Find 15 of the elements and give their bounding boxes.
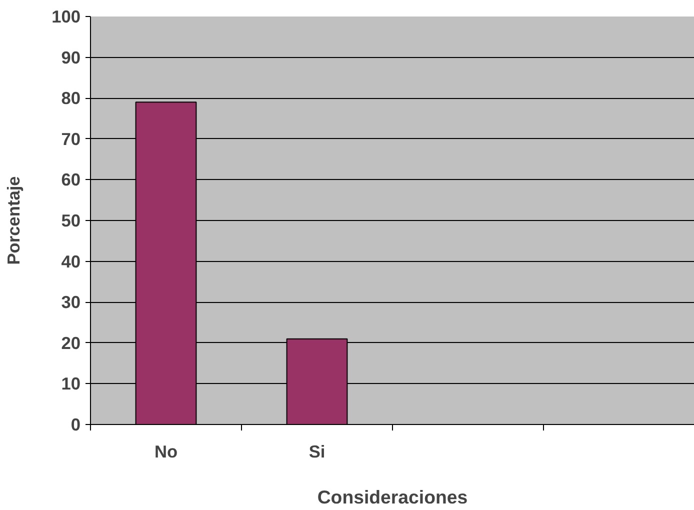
y-tick-label: 80 (61, 88, 81, 108)
y-tick-label: 40 (61, 251, 81, 272)
y-tick-label: 10 (61, 374, 81, 394)
y-axis-title: Porcentaje (4, 176, 24, 265)
y-tick-label: 30 (61, 292, 81, 312)
y-tick-label: 90 (61, 47, 81, 68)
y-tick-label: 60 (61, 170, 81, 190)
x-axis-title: Consideraciones (317, 486, 468, 508)
x-tick-label: No (154, 442, 178, 462)
y-tick-label: 100 (52, 6, 81, 26)
y-tick-label: 70 (61, 128, 81, 149)
y-tick-label: 0 (70, 414, 81, 434)
y-tick-label: 20 (61, 332, 81, 353)
x-tick-label: Si (308, 442, 326, 462)
y-tick-label: 50 (61, 210, 81, 230)
